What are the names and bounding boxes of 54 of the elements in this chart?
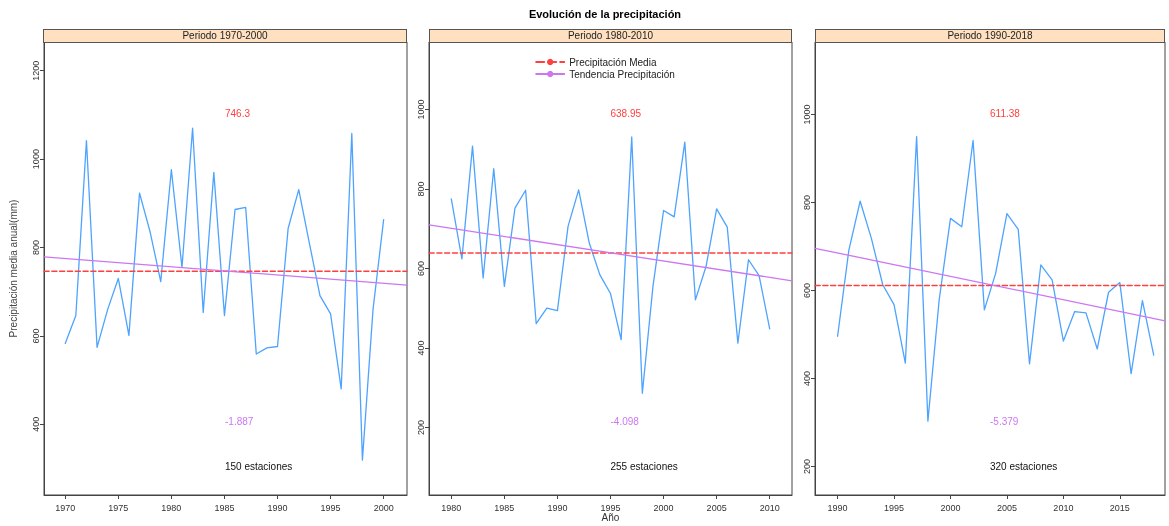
- chart-title: Evolución de la precipitación: [527, 8, 683, 20]
- y-tick-label: 400: [30, 416, 41, 432]
- legend-label: Tendencia Precipitación: [569, 68, 675, 80]
- annotation: 255 estaciones: [610, 461, 678, 473]
- x-tick-label: 1990: [267, 502, 288, 513]
- y-tick-label: 1000: [415, 99, 426, 120]
- x-tick-label: 1970: [55, 502, 76, 513]
- x-tick-label: 2000: [373, 502, 394, 513]
- annotation: 638.95: [610, 107, 642, 119]
- line-series: [64, 127, 385, 461]
- annotation: -1.887: [225, 416, 254, 428]
- annotation: 320 estaciones: [989, 461, 1058, 473]
- y-tick-label: 800: [30, 239, 41, 256]
- x-tick-label: 1985: [494, 502, 515, 513]
- x-tick-label: 2010: [759, 502, 780, 513]
- chart-subtitle: Periodo 1980-2010: [429, 29, 792, 43]
- x-tick-label: 1990: [547, 502, 568, 513]
- x-tick-label: 2000: [940, 502, 961, 513]
- x-tick-label: 1995: [320, 502, 341, 513]
- chart-subtitle: Periodo 1970-2000: [43, 29, 407, 43]
- legend-label: Precipitación Media: [569, 56, 657, 68]
- annotation: 611.38: [990, 107, 1021, 119]
- x-tick-label: 2005: [706, 502, 727, 513]
- x-tick-label: 2010: [1053, 502, 1074, 513]
- chart-subtitle: Periodo 1990-2018: [815, 29, 1165, 43]
- y-tick-label: 800: [801, 195, 812, 211]
- x-axis-title: Año: [600, 512, 621, 523]
- y-tick-label: 400: [415, 340, 426, 356]
- annotation: 150 estaciones: [224, 461, 293, 473]
- y-axis-title: Precipitación media anual(mm): [7, 199, 19, 338]
- x-tick-label: 2005: [996, 502, 1017, 513]
- x-tick-label: 2000: [653, 502, 674, 513]
- y-tick-label: 400: [801, 370, 812, 386]
- line-series: [450, 136, 771, 394]
- y-tick-label: 600: [415, 260, 426, 277]
- annotation: 746.3: [225, 107, 251, 119]
- y-tick-label: 600: [30, 328, 41, 344]
- y-tick-label: 200: [801, 458, 812, 474]
- x-tick-label: 1975: [108, 502, 129, 513]
- x-tick-label: 1995: [884, 502, 905, 513]
- y-tick-label: 1200: [30, 60, 41, 81]
- y-tick-label: 800: [415, 181, 426, 197]
- x-tick-label: 1980: [441, 502, 462, 513]
- annotation: -4.098: [610, 416, 640, 428]
- y-tick-label: 1000: [30, 149, 41, 170]
- x-tick-label: 1990: [827, 502, 848, 513]
- x-tick-label: 1995: [600, 502, 621, 513]
- y-tick-label: 200: [415, 419, 426, 435]
- x-tick-label: 1980: [161, 502, 182, 513]
- x-tick-label: 1985: [214, 502, 235, 513]
- y-tick-label: 1000: [801, 104, 812, 125]
- annotation: -5.379: [990, 416, 1019, 428]
- y-tick-label: 600: [801, 282, 812, 299]
- x-tick-label: 2015: [1109, 502, 1130, 513]
